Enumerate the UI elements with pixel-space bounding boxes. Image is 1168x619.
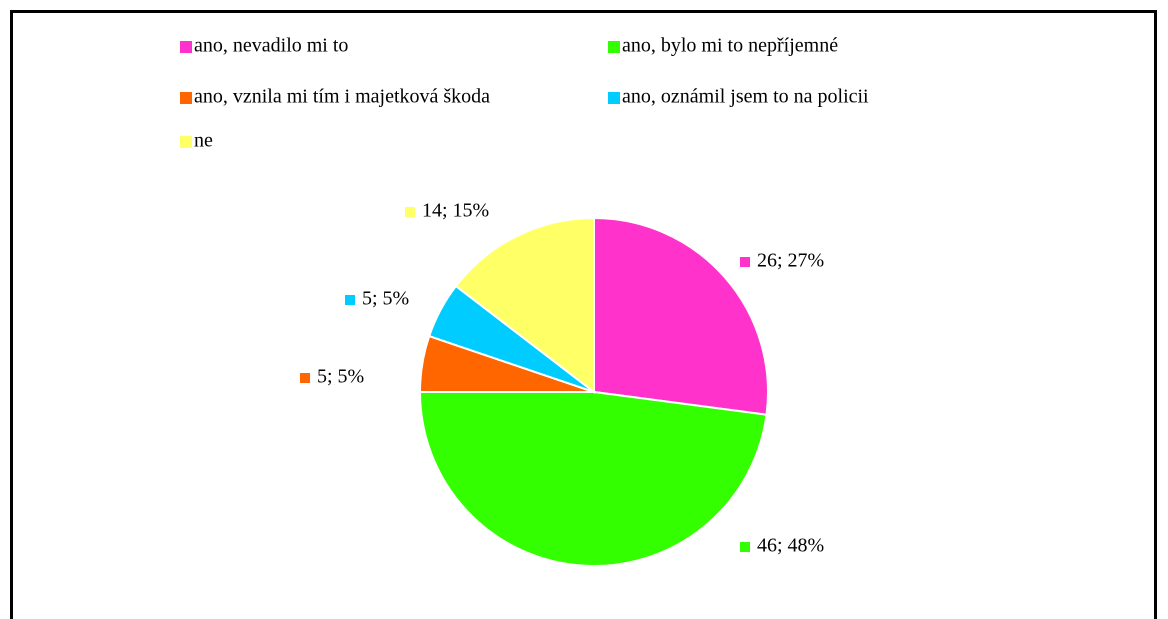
- data-label: 5; 5%: [362, 288, 409, 310]
- data-label-swatch: [740, 542, 750, 552]
- data-label-swatch: [345, 295, 355, 305]
- legend-label: ne: [194, 130, 213, 152]
- data-label-swatch: [740, 257, 750, 267]
- data-label-swatch: [405, 207, 415, 217]
- pie-slice: [418, 391, 768, 567]
- data-label-swatch: [300, 373, 310, 383]
- pie-slice: [593, 216, 769, 416]
- legend-swatch: [608, 41, 620, 53]
- legend-label: ano, vznila mi tím i majetková škoda: [194, 86, 490, 108]
- data-label: 46; 48%: [757, 535, 824, 557]
- legend-swatch: [180, 92, 192, 104]
- legend-label: ano, bylo mi to nepříjemné: [622, 35, 838, 57]
- legend-label: ano, oznámil jsem to na policii: [622, 86, 869, 108]
- legend-swatch: [608, 92, 620, 104]
- data-label: 26; 27%: [757, 250, 824, 272]
- legend-swatch: [180, 41, 192, 53]
- frame: [10, 10, 1157, 619]
- legend-label: ano, nevadilo mi to: [194, 35, 348, 57]
- data-label: 5; 5%: [317, 366, 364, 388]
- legend-swatch: [180, 136, 192, 148]
- pie-slice: [454, 216, 595, 395]
- data-label: 14; 15%: [422, 200, 489, 222]
